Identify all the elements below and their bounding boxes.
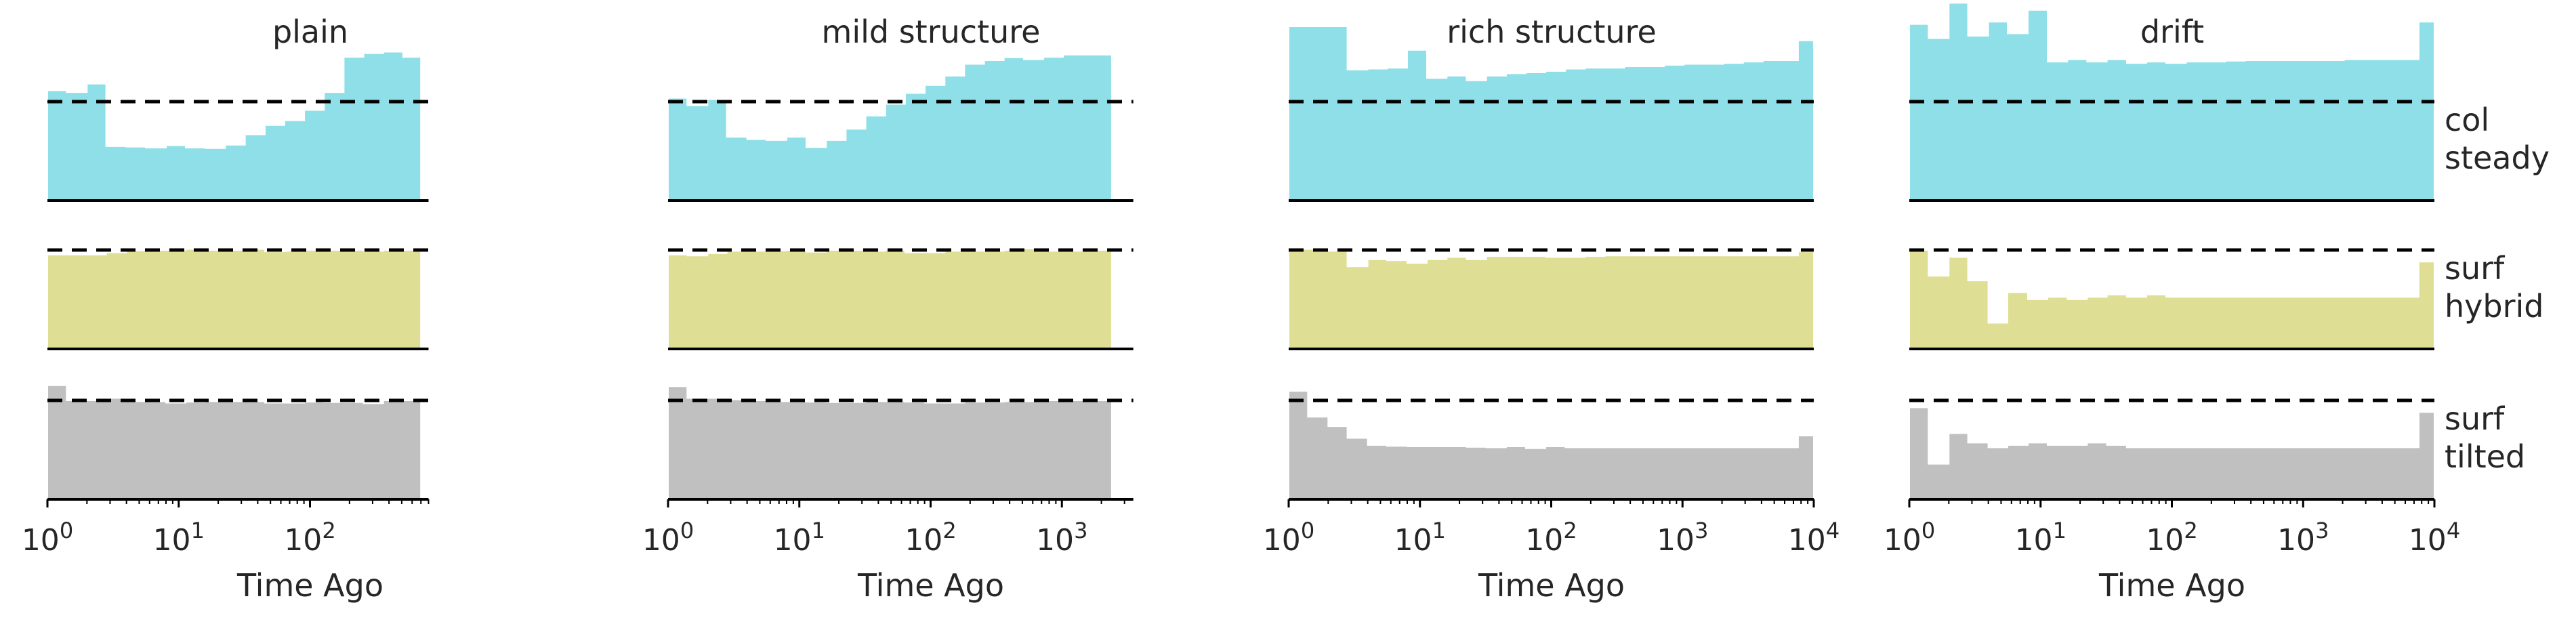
histogram-area <box>1288 248 1814 350</box>
row-surf-hybrid <box>1288 248 1814 350</box>
x-tick-label: 104 <box>2409 518 2460 558</box>
x-tick-label: 102 <box>2146 518 2197 558</box>
row-surf-hybrid <box>1909 248 2435 350</box>
x-tick-label: 100 <box>1263 518 1314 558</box>
histogram-area <box>1909 249 2435 350</box>
x-tick-label: 103 <box>1657 518 1708 558</box>
row-surf-tilted <box>47 384 429 501</box>
x-tick-label: 102 <box>1525 518 1577 558</box>
row-col-steady <box>1288 26 1814 202</box>
x-tick-label: 101 <box>774 518 825 558</box>
x-tick-label: 100 <box>22 518 73 558</box>
row-col-steady <box>667 54 1134 202</box>
row-label: surf hybrid <box>2445 250 2543 325</box>
histogram-area <box>47 248 422 350</box>
row-col-steady <box>1909 2 2435 202</box>
panel-title: drift <box>2140 14 2204 50</box>
row-label: col steady <box>2445 102 2550 176</box>
x-tick-label: 103 <box>1036 518 1087 558</box>
panel-1: mild structure 100 101 102 103 Time Ago <box>642 14 1134 604</box>
histogram-area <box>1288 26 1814 201</box>
x-axis-label: Time Ago <box>236 567 383 604</box>
row-labels: col steady surf hybrid surf tilted <box>2445 102 2550 475</box>
row-col-steady <box>47 51 429 202</box>
row-surf-tilted <box>1909 398 2435 501</box>
histogram-area <box>667 386 1113 500</box>
x-tick-label: 100 <box>642 518 694 558</box>
x-tick-label: 101 <box>1394 518 1446 558</box>
row-surf-hybrid <box>47 248 429 350</box>
x-tick-label: 102 <box>905 518 956 558</box>
histogram-area <box>47 384 422 500</box>
panel-2: rich structure 100 101 102 103 104 Time Ago <box>1263 14 1840 604</box>
x-axis-label: Time Ago <box>2098 567 2245 604</box>
histogram-area <box>1288 390 1814 500</box>
x-tick-label: 101 <box>153 518 205 558</box>
row-label: surf tilted <box>2445 400 2525 475</box>
row-surf-tilted <box>1288 390 1814 501</box>
panel-3: drift 100 101 102 103 104 Time Ago <box>1884 2 2460 604</box>
row-surf-hybrid <box>667 247 1134 350</box>
x-tick-label: 101 <box>2015 518 2066 558</box>
histogram-area <box>667 54 1113 201</box>
panel-title: rich structure <box>1447 14 1657 50</box>
x-axis-label: Time Ago <box>857 567 1004 604</box>
row-surf-tilted <box>667 386 1134 501</box>
histogram-area <box>667 247 1113 350</box>
x-tick-label: 103 <box>2277 518 2329 558</box>
x-tick-label: 104 <box>1788 518 1840 558</box>
histogram-area <box>1909 2 2435 201</box>
histogram-area <box>1909 407 2435 500</box>
panel-title: mild structure <box>822 14 1041 50</box>
panel-0: plain 100 101 102 Time Ago <box>22 14 430 604</box>
x-tick-label: 100 <box>1884 518 1935 558</box>
x-axis-label: Time Ago <box>1478 567 1625 604</box>
x-tick-label: 102 <box>284 518 335 558</box>
panel-title: plain <box>272 14 348 50</box>
histogram-area <box>47 51 422 201</box>
